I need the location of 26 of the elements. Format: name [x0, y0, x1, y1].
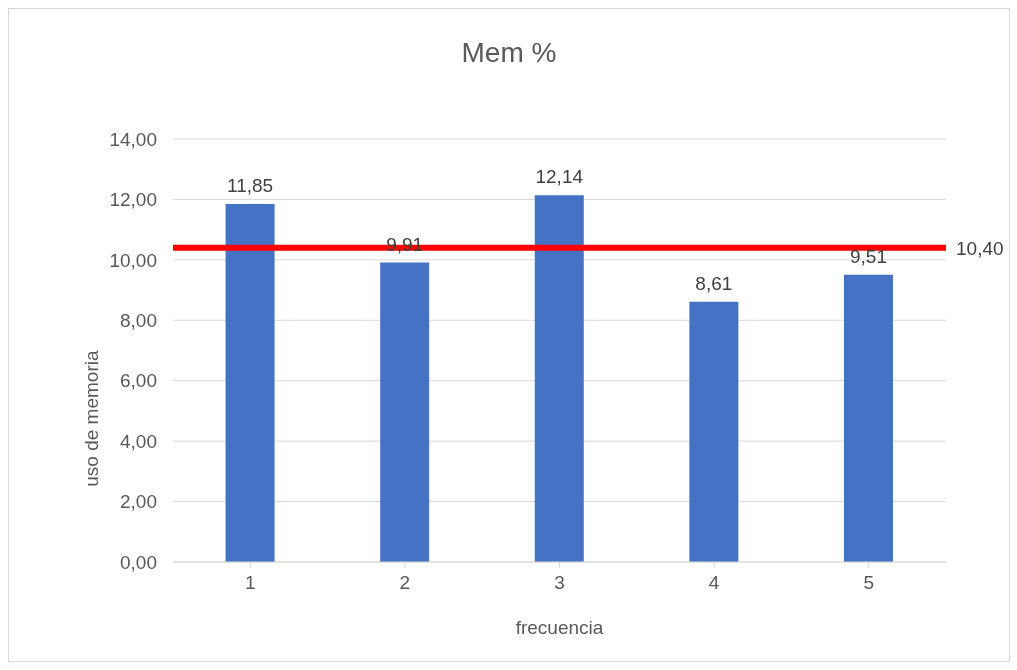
bar — [225, 203, 275, 562]
y-axis-title: uso de memoria — [80, 350, 102, 487]
x-tick-label: 1 — [245, 572, 256, 594]
x-axis-title: frecuencia — [514, 617, 605, 639]
y-tick-label: 2,00 — [120, 491, 157, 513]
data-label: 8,61 — [695, 272, 733, 294]
x-tick-label: 4 — [708, 572, 720, 594]
bar — [534, 195, 584, 562]
ref-line-label: 10,40 — [956, 237, 1004, 259]
data-label: 12,14 — [535, 166, 584, 188]
data-label: 11,85 — [226, 174, 274, 196]
y-tick-label: 4,00 — [120, 430, 157, 452]
y-tick-label: 8,00 — [120, 310, 157, 332]
data-label: 9,51 — [849, 245, 887, 267]
bar — [689, 301, 739, 562]
x-tick-label: 5 — [863, 572, 874, 594]
y-tick-label: 10,00 — [109, 249, 157, 271]
bar — [843, 274, 893, 562]
x-tick-label: 2 — [399, 572, 411, 594]
bar — [380, 262, 430, 562]
y-tick-label: 6,00 — [120, 370, 157, 392]
y-tick-label: 14,00 — [109, 128, 157, 150]
y-tick-label: 0,00 — [120, 551, 157, 573]
y-tick-label: 12,00 — [109, 189, 157, 211]
chart-title: Mem % — [460, 37, 558, 69]
x-tick-label: 3 — [554, 572, 565, 594]
